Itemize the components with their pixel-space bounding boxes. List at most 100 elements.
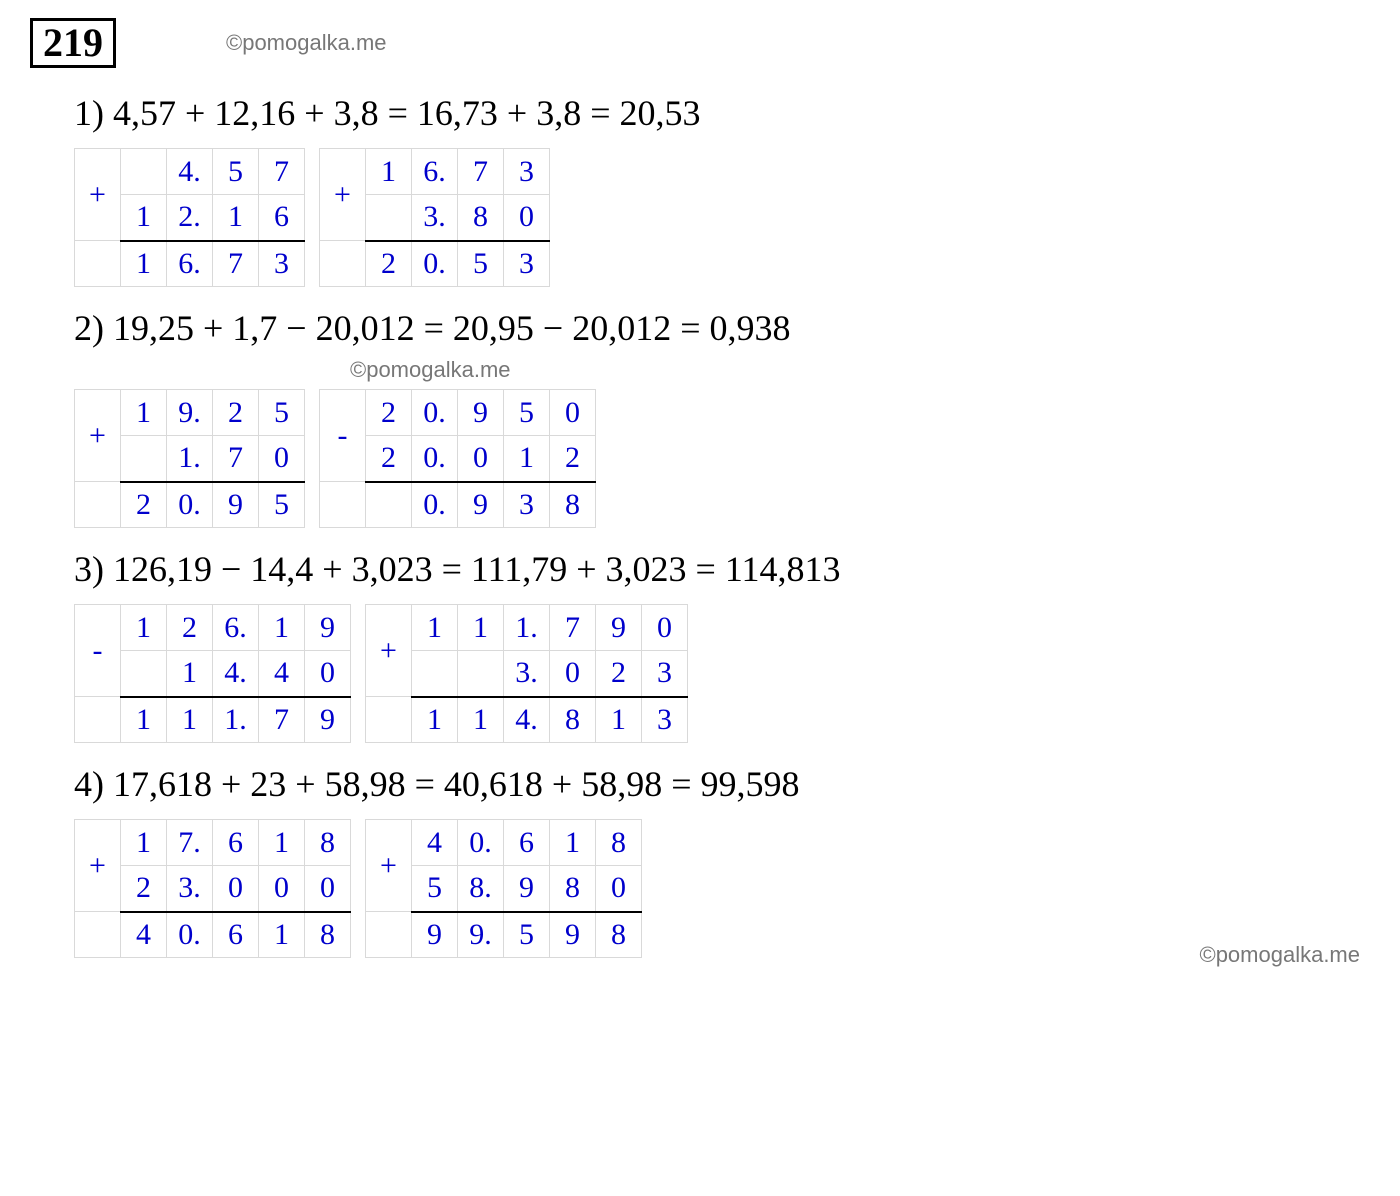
digit-cell: 5 bbox=[504, 390, 550, 436]
digit-cell: 0. bbox=[167, 912, 213, 958]
digit-cell: 1 bbox=[121, 820, 167, 866]
digit-cell: 2 bbox=[596, 651, 642, 697]
table-row: +17.618 bbox=[75, 820, 351, 866]
calc-table: +19.251.7020.95 bbox=[74, 389, 305, 528]
table-row: -126.19 bbox=[75, 605, 351, 651]
digit-cell: 5 bbox=[504, 912, 550, 958]
equation-line: 2) 19,25 + 1,7 − 20,012 = 20,95 − 20,012… bbox=[74, 307, 1370, 349]
op-sign-cell: + bbox=[366, 820, 412, 912]
calc-tables-row: +4.5712.1616.73+16.733.8020.53 bbox=[74, 148, 1370, 287]
digit-cell: 8 bbox=[550, 866, 596, 912]
digit-cell: 4. bbox=[167, 149, 213, 195]
digit-cell: 1 bbox=[213, 195, 259, 241]
result-sign-blank bbox=[366, 697, 412, 743]
digit-cell: 6. bbox=[213, 605, 259, 651]
digit-cell: 6 bbox=[213, 820, 259, 866]
op-sign-cell: + bbox=[366, 605, 412, 697]
item-label: 1) bbox=[74, 93, 113, 133]
digit-cell bbox=[458, 651, 504, 697]
digit-cell: 2 bbox=[167, 605, 213, 651]
calc-table: +111.7903.023114.813 bbox=[365, 604, 688, 743]
digit-cell: 9 bbox=[412, 912, 458, 958]
digit-cell: 1 bbox=[412, 605, 458, 651]
equation-text: 17,618 + 23 + 58,98 = 40,618 + 58,98 = 9… bbox=[113, 764, 800, 804]
digit-cell bbox=[121, 651, 167, 697]
digit-cell: 4. bbox=[213, 651, 259, 697]
header: 219 ©pomogalka.me bbox=[30, 18, 1370, 68]
calc-table: +16.733.8020.53 bbox=[319, 148, 550, 287]
digit-cell: 6. bbox=[167, 241, 213, 287]
digit-cell: 3. bbox=[412, 195, 458, 241]
digit-cell: 5 bbox=[259, 390, 305, 436]
digit-cell: 0. bbox=[412, 482, 458, 528]
digit-cell: 0 bbox=[305, 866, 351, 912]
digit-cell: 5 bbox=[259, 482, 305, 528]
item-label: 2) bbox=[74, 308, 113, 348]
digit-cell: 9 bbox=[213, 482, 259, 528]
digit-cell: 0 bbox=[213, 866, 259, 912]
op-sign-cell: + bbox=[75, 390, 121, 482]
digit-cell: 9 bbox=[550, 912, 596, 958]
equation-text: 19,25 + 1,7 − 20,012 = 20,95 − 20,012 = … bbox=[113, 308, 791, 348]
digit-cell: 4. bbox=[504, 697, 550, 743]
digit-cell: 8 bbox=[596, 820, 642, 866]
digit-cell: 7 bbox=[458, 149, 504, 195]
result-row: 16.73 bbox=[75, 241, 305, 287]
digit-cell: 0 bbox=[259, 436, 305, 482]
digit-cell: 1 bbox=[121, 241, 167, 287]
digit-cell: 3 bbox=[504, 149, 550, 195]
watermark-bottom-right: ©pomogalka.me bbox=[1199, 942, 1360, 968]
equation-line: 3) 126,19 − 14,4 + 3,023 = 111,79 + 3,02… bbox=[74, 548, 1370, 590]
digit-cell: 2 bbox=[366, 436, 412, 482]
table-row: -20.950 bbox=[320, 390, 596, 436]
digit-cell: 5 bbox=[213, 149, 259, 195]
digit-cell: 1 bbox=[596, 697, 642, 743]
digit-cell: 7. bbox=[167, 820, 213, 866]
problem-number: 219 bbox=[43, 20, 103, 65]
digit-cell: 8 bbox=[458, 195, 504, 241]
digit-cell: 0 bbox=[305, 651, 351, 697]
digit-cell: 1 bbox=[121, 697, 167, 743]
result-sign-blank bbox=[320, 241, 366, 287]
digit-cell: 8 bbox=[550, 482, 596, 528]
digit-cell: 9 bbox=[458, 482, 504, 528]
digit-cell: 8 bbox=[596, 912, 642, 958]
digit-cell: 2 bbox=[121, 482, 167, 528]
digit-cell: 9. bbox=[167, 390, 213, 436]
table-row: +4.57 bbox=[75, 149, 305, 195]
digit-cell bbox=[366, 482, 412, 528]
digit-cell: 2 bbox=[550, 436, 596, 482]
watermark-top: ©pomogalka.me bbox=[226, 30, 387, 56]
op-sign-cell: - bbox=[320, 390, 366, 482]
result-row: 0.938 bbox=[320, 482, 596, 528]
equation-line: 1) 4,57 + 12,16 + 3,8 = 16,73 + 3,8 = 20… bbox=[74, 92, 1370, 134]
equation-text: 126,19 − 14,4 + 3,023 = 111,79 + 3,023 =… bbox=[113, 549, 841, 589]
result-sign-blank bbox=[75, 482, 121, 528]
digit-cell: 7 bbox=[550, 605, 596, 651]
digit-cell: 3. bbox=[167, 866, 213, 912]
digit-cell: 7 bbox=[259, 149, 305, 195]
digit-cell: 8 bbox=[305, 820, 351, 866]
digit-cell: 8 bbox=[550, 697, 596, 743]
watermark-inline: ©pomogalka.me bbox=[350, 357, 1370, 383]
digit-cell: 7 bbox=[259, 697, 305, 743]
digit-cell: 1 bbox=[366, 149, 412, 195]
digit-cell: 9 bbox=[458, 390, 504, 436]
digit-cell: 0. bbox=[167, 482, 213, 528]
digit-cell: 1 bbox=[259, 820, 305, 866]
digit-cell: 6 bbox=[259, 195, 305, 241]
result-row: 99.598 bbox=[366, 912, 642, 958]
digit-cell: 4 bbox=[412, 820, 458, 866]
digit-cell: 1 bbox=[259, 912, 305, 958]
problem-number-box: 219 bbox=[30, 18, 116, 68]
digit-cell: 1 bbox=[259, 605, 305, 651]
calc-table: -20.95020.0120.938 bbox=[319, 389, 596, 528]
digit-cell: 0 bbox=[458, 436, 504, 482]
digit-cell: 1. bbox=[213, 697, 259, 743]
digit-cell: 1 bbox=[412, 697, 458, 743]
digit-cell: 0 bbox=[642, 605, 688, 651]
digit-cell: 5 bbox=[412, 866, 458, 912]
calc-tables-row: +17.61823.00040.618+40.61858.98099.598 bbox=[74, 819, 1370, 958]
digit-cell: 6 bbox=[213, 912, 259, 958]
digit-cell: 4 bbox=[259, 651, 305, 697]
